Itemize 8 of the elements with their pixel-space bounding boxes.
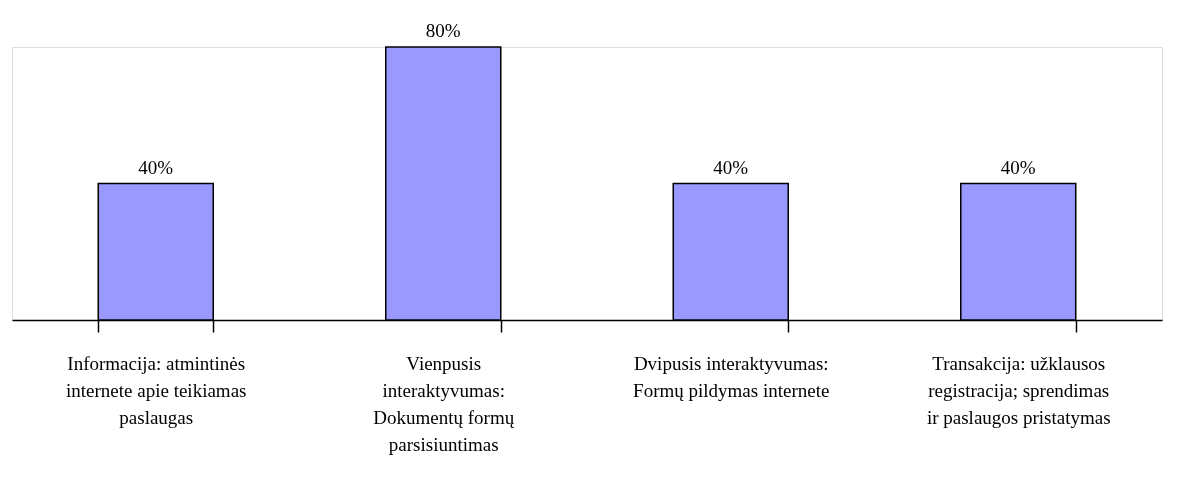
data-label: 40%	[713, 156, 749, 178]
x-tick-label: Informacija: atmintinės internete apie teikiamas paslaugas	[66, 352, 247, 428]
data-label: 40%	[138, 156, 174, 178]
x-tick-label: Dvipusis interaktyvumas: Formų pildymas internete	[633, 352, 830, 401]
data-label: 40%	[1000, 156, 1036, 178]
data-label: 80%	[425, 20, 461, 41]
x-tick-label: Transakcija: užklausos registracija; sprendimas ir paslaugos pristatymas	[926, 352, 1111, 428]
x-tick-label: Vienpusis interaktyvumas: Dokumentų formų parsisiuntimas	[373, 352, 515, 455]
